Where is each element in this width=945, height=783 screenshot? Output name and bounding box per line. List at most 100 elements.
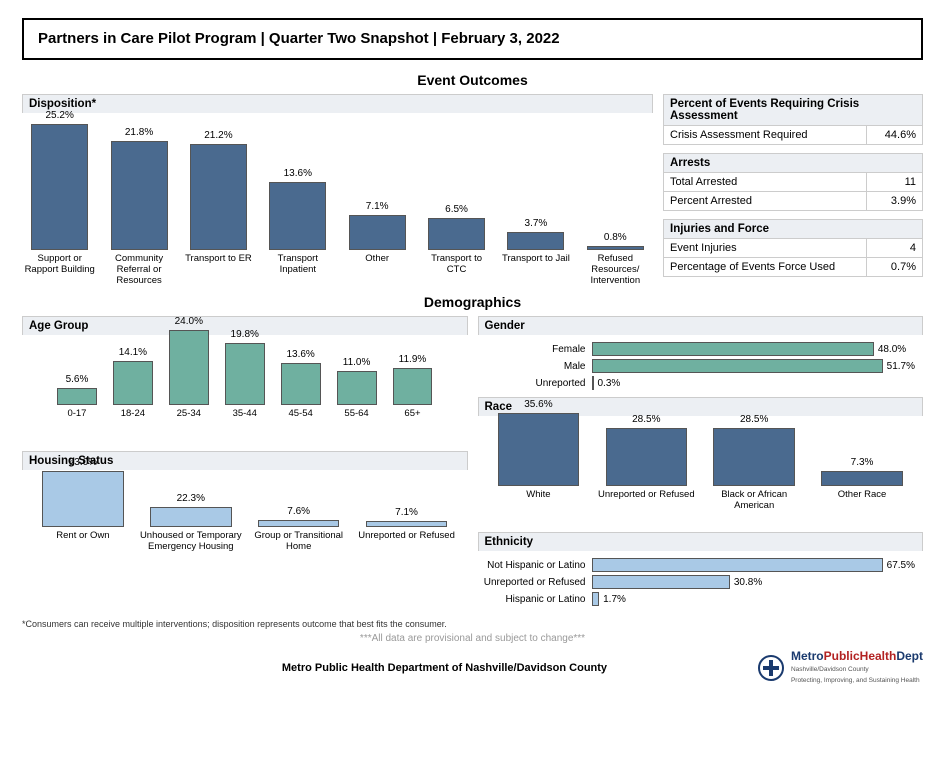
bar-label: 55-64 bbox=[344, 409, 368, 443]
bar-label: Other Race bbox=[838, 490, 887, 524]
bar-value: 7.1% bbox=[395, 507, 418, 518]
table-row: Crisis Assessment Required44.6% bbox=[664, 126, 923, 145]
gender-title: Gender bbox=[478, 316, 924, 335]
bar-value: 21.2% bbox=[204, 130, 232, 141]
bar bbox=[190, 144, 247, 250]
bar bbox=[349, 215, 406, 251]
hbar-label: Not Hispanic or Latino bbox=[482, 560, 592, 571]
bar bbox=[428, 218, 485, 251]
hbar-value: 67.5% bbox=[887, 560, 915, 571]
bar-col: 0.8% Refused Resources/ Intervention bbox=[580, 232, 651, 288]
footnote: *Consumers can receive multiple interven… bbox=[22, 619, 923, 629]
bar-label: Support or Rapport Building bbox=[24, 254, 95, 288]
bar-value: 11.9% bbox=[399, 354, 427, 365]
hbar-value: 30.8% bbox=[734, 577, 762, 588]
report-title: Partners in Care Pilot Program | Quarter… bbox=[38, 30, 560, 47]
bar-value: 35.6% bbox=[524, 399, 552, 410]
bar-value: 25.2% bbox=[46, 110, 74, 121]
table-row: Percent Arrested3.9% bbox=[664, 192, 923, 211]
section-demographics: Demographics bbox=[22, 294, 923, 310]
bar-value: 13.6% bbox=[286, 349, 314, 360]
bar-label: Unreported or Refused bbox=[598, 490, 695, 524]
hbar-row: Not Hispanic or Latino 67.5% bbox=[482, 558, 916, 572]
stat-label: Crisis Assessment Required bbox=[664, 126, 867, 145]
crisis-title: Percent of Events Requiring Crisis Asses… bbox=[664, 95, 923, 126]
hbar-value: 48.0% bbox=[878, 344, 906, 355]
logo-sub1: Nashville/Davidson County bbox=[791, 666, 869, 673]
hbar-label: Unreported bbox=[482, 378, 592, 389]
hbar bbox=[592, 376, 594, 390]
bar bbox=[281, 363, 321, 405]
bar-label: Unhoused or Temporary Emergency Housing bbox=[140, 531, 242, 565]
bar-col: 7.1%Unreported or Refused bbox=[356, 507, 458, 565]
stat-label: Total Arrested bbox=[664, 173, 867, 192]
bar-value: 0.8% bbox=[604, 232, 627, 243]
hbar-value: 0.3% bbox=[598, 378, 621, 389]
bar bbox=[113, 361, 153, 405]
bar bbox=[225, 343, 265, 405]
stat-value: 0.7% bbox=[867, 258, 923, 277]
stat-label: Percent Arrested bbox=[664, 192, 867, 211]
bar-label: Community Referral or Resources bbox=[103, 254, 174, 288]
bar-value: 7.1% bbox=[366, 201, 389, 212]
bar-col: 28.5%Unreported or Refused bbox=[595, 414, 697, 525]
stat-label: Event Injuries bbox=[664, 239, 867, 258]
bar-label: Transport to CTC bbox=[421, 254, 492, 288]
bar bbox=[169, 330, 209, 405]
bar bbox=[606, 428, 688, 487]
gender-chart: Female48.0%Male51.7%Unreported0.3% bbox=[478, 335, 924, 397]
bar-label: 0-17 bbox=[67, 409, 86, 443]
bar-value: 7.3% bbox=[851, 457, 874, 468]
bar bbox=[269, 182, 326, 250]
bar-value: 19.8% bbox=[231, 329, 259, 340]
bar-label: 25-34 bbox=[177, 409, 201, 443]
hbar bbox=[592, 575, 730, 589]
bar-label: Transport to ER bbox=[185, 254, 252, 288]
arrests-title: Arrests bbox=[664, 154, 923, 173]
bar-value: 28.5% bbox=[740, 414, 768, 425]
bar-col: 63.0%Rent or Own bbox=[32, 457, 134, 565]
bar bbox=[57, 388, 97, 405]
bar-col: 7.3% Other Race bbox=[811, 457, 913, 524]
bar bbox=[498, 413, 580, 486]
section-event-outcomes: Event Outcomes bbox=[22, 72, 923, 88]
bar-col: 5.6% 0-17 bbox=[52, 374, 102, 443]
bar-col: 13.6%Transport Inpatient bbox=[262, 168, 333, 288]
bar bbox=[258, 520, 340, 527]
bar-label: White bbox=[526, 490, 550, 524]
bar bbox=[337, 371, 377, 405]
bar-col: 24.0%25-34 bbox=[164, 316, 214, 443]
bar-value: 11.0% bbox=[343, 357, 371, 368]
hbar-label: Unreported or Refused bbox=[482, 577, 592, 588]
logo-icon bbox=[757, 654, 785, 682]
report-title-box: Partners in Care Pilot Program | Quarter… bbox=[22, 18, 923, 60]
bar-value: 3.7% bbox=[525, 218, 548, 229]
bar-label: Group or Transitional Home bbox=[248, 531, 350, 565]
age-chart: 5.6%0-1714.1%18-2424.0%25-3419.8%35-4413… bbox=[22, 335, 468, 443]
stat-value: 11 bbox=[867, 173, 923, 192]
hbar-value: 51.7% bbox=[887, 361, 915, 372]
bar-value: 5.6% bbox=[66, 374, 89, 385]
bar-label: Black or African American bbox=[703, 490, 805, 524]
bar-label: Other bbox=[365, 254, 389, 288]
bar bbox=[821, 471, 903, 486]
bar-col: 14.1%18-24 bbox=[108, 347, 158, 443]
hbar-row: Unreported 0.3% bbox=[482, 376, 916, 390]
bar-col: 35.6% White bbox=[488, 399, 590, 524]
bar-col: 7.6% Group or Transitional Home bbox=[248, 506, 350, 565]
bar-label: Refused Resources/ Intervention bbox=[580, 254, 651, 288]
bar-value: 21.8% bbox=[125, 127, 153, 138]
table-row: Event Injuries4 bbox=[664, 239, 923, 258]
table-row: Total Arrested11 bbox=[664, 173, 923, 192]
bar-col: 22.3%Unhoused or Temporary Emergency Hou… bbox=[140, 493, 242, 565]
bar-label: Transport to Jail bbox=[502, 254, 570, 288]
hbar-label: Female bbox=[482, 344, 592, 355]
bar-col: 21.8% Community Referral or Resources bbox=[103, 127, 174, 288]
hbar bbox=[592, 592, 600, 606]
provisional-note: ***All data are provisional and subject … bbox=[22, 633, 923, 644]
bar bbox=[42, 471, 124, 527]
table-row: Percentage of Events Force Used0.7% bbox=[664, 258, 923, 277]
bar-col: 11.0% 55-64 bbox=[332, 357, 382, 443]
bar-col: 13.6%45-54 bbox=[276, 349, 326, 443]
bar-value: 7.6% bbox=[287, 506, 310, 517]
